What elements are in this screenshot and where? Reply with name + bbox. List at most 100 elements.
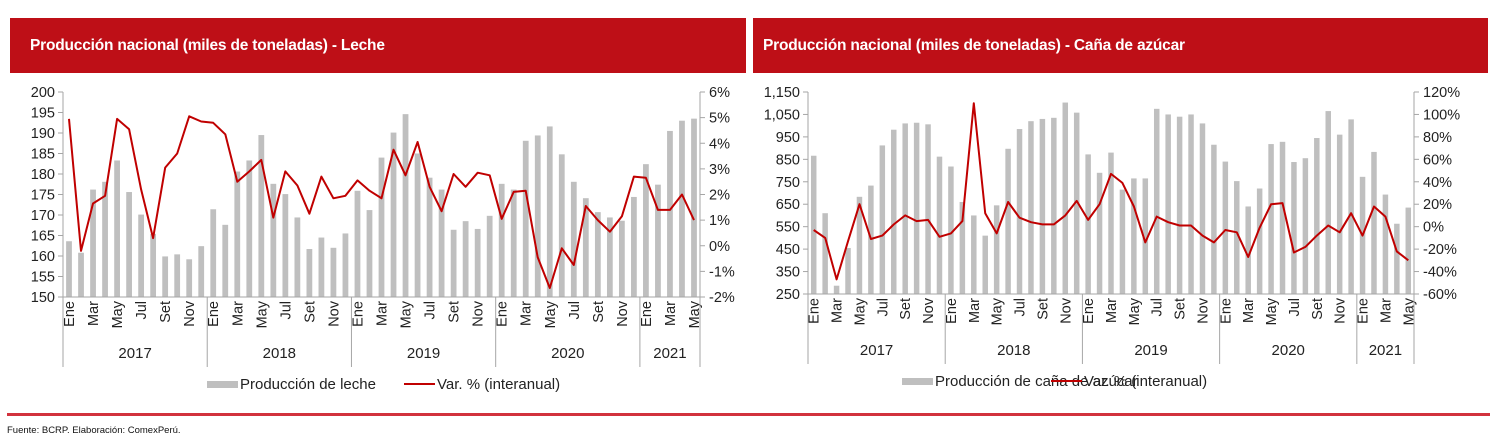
year-label: 2018 <box>997 342 1030 359</box>
left-tick-label: 165 <box>31 229 55 245</box>
month-label: Nov <box>326 300 342 327</box>
month-label: Set <box>591 301 607 323</box>
month-label: May <box>1127 297 1143 325</box>
bar <box>1348 119 1354 294</box>
bar <box>1268 144 1274 294</box>
bar <box>318 237 325 297</box>
month-label: Mar <box>1104 298 1120 323</box>
left-tick-label: 850 <box>776 152 800 168</box>
month-label: Ene <box>1081 298 1097 324</box>
bar <box>126 192 132 297</box>
bar <box>925 124 931 294</box>
left-tick-label: 150 <box>31 290 55 306</box>
bar <box>1142 178 1149 294</box>
bar <box>498 183 505 297</box>
right-tick-label: -60% <box>1423 287 1457 303</box>
month-label: Set <box>1035 298 1051 320</box>
bar <box>1279 141 1286 294</box>
month-label: Mar <box>1241 298 1257 323</box>
month-label: Ene <box>1356 298 1372 324</box>
bar <box>114 160 120 297</box>
month-label: Nov <box>921 297 937 324</box>
month-label: May <box>1401 297 1417 325</box>
left-tick-label: 200 <box>31 85 55 101</box>
bar <box>1314 138 1320 294</box>
month-label: Jul <box>1287 298 1303 317</box>
bar <box>1096 172 1103 294</box>
month-label: Mar <box>86 301 102 326</box>
bar <box>162 256 169 297</box>
bar <box>1302 158 1309 294</box>
month-label: May <box>543 300 559 328</box>
month-label: May <box>399 300 415 328</box>
chart-title-cana: Producción nacional (miles de toneladas)… <box>753 18 1488 73</box>
year-label: 2021 <box>653 345 686 362</box>
legend-bar-swatch <box>902 378 933 385</box>
month-label: Mar <box>375 301 391 326</box>
bar <box>655 184 661 297</box>
month-label: Mar <box>663 301 679 326</box>
month-label: Ene <box>1218 298 1234 324</box>
bar <box>414 153 421 297</box>
legend-line-label: Var. % (interanual) <box>437 376 560 393</box>
bar <box>948 166 954 294</box>
left-tick-label: 160 <box>31 249 55 265</box>
year-label: 2021 <box>1369 342 1402 359</box>
left-tick-label: 650 <box>776 197 800 213</box>
bar <box>558 154 565 297</box>
right-tick-label: 20% <box>1423 197 1452 213</box>
bar <box>570 181 577 297</box>
bar <box>546 126 553 297</box>
month-label: Ene <box>206 301 222 327</box>
bar <box>1291 162 1297 294</box>
bar <box>366 210 373 297</box>
bar <box>845 247 851 294</box>
bar <box>258 135 265 297</box>
bar <box>1108 152 1114 294</box>
bar <box>833 285 840 294</box>
bar <box>1051 117 1057 294</box>
month-label: Jul <box>278 301 294 320</box>
right-tick-label: -2% <box>709 290 735 306</box>
month-label: Set <box>447 301 463 323</box>
bar <box>1176 116 1183 294</box>
right-tick-label: -1% <box>709 264 735 280</box>
bar <box>594 212 601 297</box>
year-label: 2019 <box>1134 342 1167 359</box>
month-label: Ene <box>350 301 366 327</box>
bar <box>282 194 289 297</box>
right-tick-label: 120% <box>1423 85 1460 101</box>
month-label: Nov <box>182 300 198 327</box>
bar <box>1073 112 1080 294</box>
month-label: Jul <box>1013 298 1029 317</box>
left-tick-label: 950 <box>776 130 800 146</box>
bar <box>1382 194 1389 294</box>
year-label: 2017 <box>860 342 893 359</box>
bar <box>1325 111 1331 294</box>
bar <box>486 215 493 297</box>
bar <box>198 246 205 297</box>
bar <box>186 259 193 297</box>
month-label: May <box>852 297 868 325</box>
month-label: Ene <box>62 301 78 327</box>
left-tick-label: 155 <box>31 270 55 286</box>
bar <box>1028 121 1034 294</box>
bar <box>643 164 649 297</box>
month-label: Jul <box>1150 298 1166 317</box>
right-tick-label: 6% <box>709 85 730 101</box>
bar <box>246 160 253 297</box>
month-label: May <box>110 300 126 328</box>
line-series <box>68 115 695 289</box>
bar <box>959 201 966 294</box>
month-label: Jul <box>567 301 583 320</box>
year-label: 2020 <box>551 345 584 362</box>
left-tick-label: 550 <box>776 220 800 236</box>
bar <box>667 130 673 297</box>
source-note: Fuente: BCRP. Elaboración: ComexPerú. <box>7 425 181 436</box>
month-label: Mar <box>230 301 246 326</box>
month-label: Nov <box>1058 297 1074 324</box>
right-tick-label: 0% <box>1423 220 1444 236</box>
legend-bar-label: Producción de leche <box>240 376 376 393</box>
bar <box>879 145 886 294</box>
bar <box>1234 181 1240 294</box>
